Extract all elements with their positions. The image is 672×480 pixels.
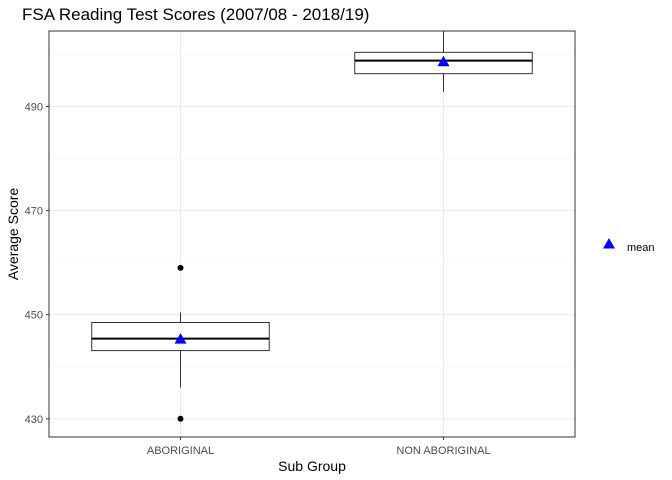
chart-title: FSA Reading Test Scores (2007/08 - 2018/… [22, 5, 369, 24]
plot-border [48, 30, 576, 438]
legend: mean [603, 238, 655, 254]
legend-key-mean [603, 238, 615, 249]
mean-marker [437, 55, 450, 67]
plot-panel [49, 31, 575, 437]
outlier-point [177, 264, 184, 271]
y-tick-label: 470 [25, 206, 43, 218]
legend-label-mean: mean [627, 242, 655, 254]
y-tick-label: 430 [25, 414, 43, 426]
y-tick-label: 490 [25, 101, 43, 113]
mean-marker [174, 333, 187, 344]
x-tick-label: ABORIGINAL [147, 445, 214, 457]
axis-layer: 430 450 470 490 ABORIGINAL NON ABORIGINAL [25, 101, 491, 457]
x-tick-label: NON ABORIGINAL [396, 445, 490, 457]
y-axis-title: Average Score [5, 188, 21, 281]
box-layer [91, 31, 533, 422]
x-axis-title: Sub Group [278, 458, 346, 474]
y-tick-label: 450 [25, 310, 43, 322]
outlier-point [177, 415, 184, 422]
grid-lines [49, 31, 575, 437]
